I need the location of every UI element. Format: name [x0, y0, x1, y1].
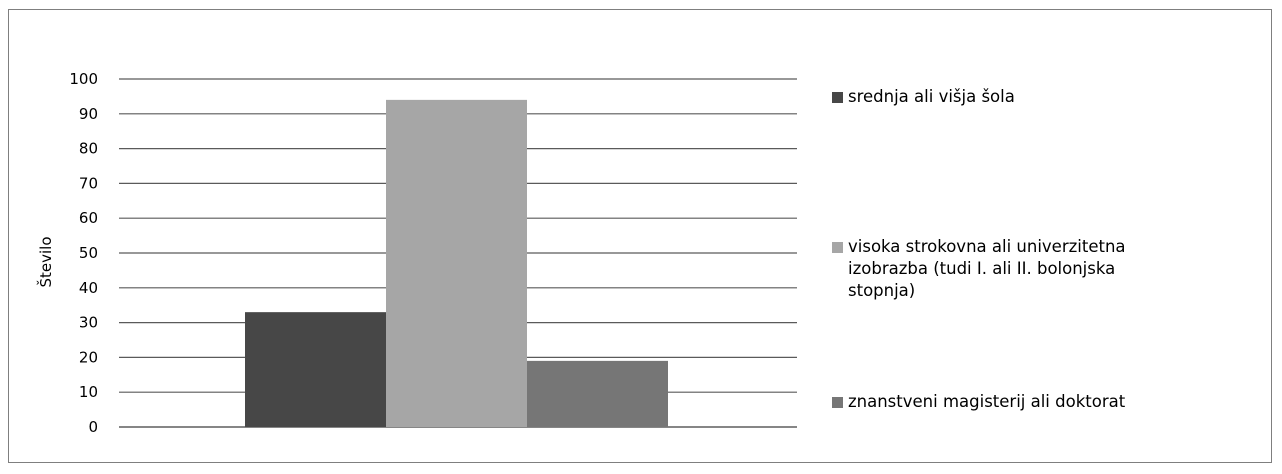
y-axis-label: Število [36, 236, 55, 287]
legend-label: visoka strokovna ali univerzitetna izobr… [848, 237, 1126, 300]
legend-label: znanstveni magisterij ali doktorat [848, 392, 1126, 411]
y-tick-label: 10 [79, 383, 98, 401]
bar-series-1 [245, 312, 386, 427]
bar-series-3 [527, 360, 668, 427]
y-tick-label: 100 [69, 70, 98, 88]
y-tick-label: 60 [79, 209, 98, 227]
y-tick-label: 0 [88, 418, 98, 436]
legend-swatch [832, 397, 843, 408]
legend-swatch [832, 242, 843, 253]
legend-item: visoka strokovna ali univerzitetna izobr… [832, 236, 1178, 302]
legend-label: srednja ali višja šola [848, 87, 1015, 106]
y-tick-label: 20 [79, 348, 98, 366]
bars [245, 99, 668, 427]
bar-series-2 [386, 99, 527, 427]
y-tick-label: 90 [79, 105, 98, 123]
legend-item: znanstveni magisterij ali doktorat [832, 391, 1178, 413]
y-tick-label: 50 [79, 244, 98, 262]
y-tick-label: 40 [79, 279, 98, 297]
y-tick-label: 80 [79, 140, 98, 158]
y-axis-ticks: 0 10 20 30 40 50 60 70 80 90 100 [69, 70, 98, 436]
y-tick-label: 30 [79, 314, 98, 332]
legend-item: srednja ali višja šola [832, 86, 1178, 108]
y-tick-label: 70 [79, 174, 98, 192]
legend-swatch [832, 92, 843, 103]
